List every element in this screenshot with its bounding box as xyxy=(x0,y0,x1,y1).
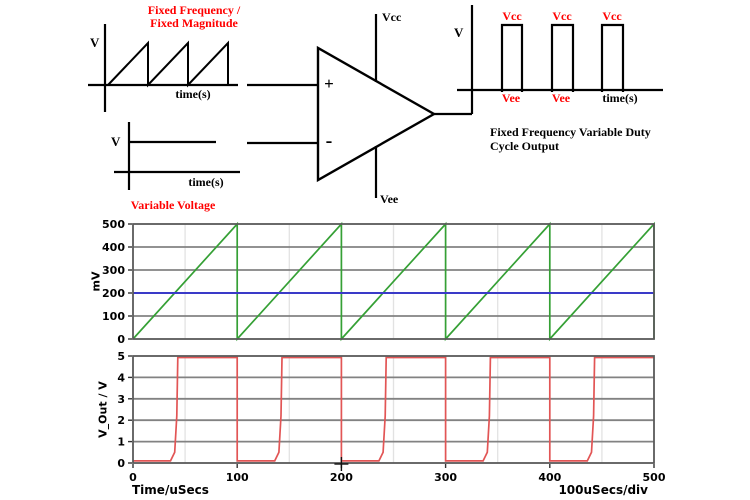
output-caption-line2: Cycle Output xyxy=(490,139,559,153)
y-tick-label: 100 xyxy=(102,310,125,323)
y-tick-label: 500 xyxy=(102,218,125,231)
output-caption-line1: Fixed Frequency Variable Duty xyxy=(490,125,651,139)
opamp-plus-label: + xyxy=(324,74,334,93)
dc-graph-y-label: V xyxy=(111,134,121,149)
y-tick-label: 400 xyxy=(102,241,125,254)
chart2-x-axis-label: Time/uSecs xyxy=(132,483,209,497)
y-tick-label: 3 xyxy=(117,393,125,406)
chart2-y-axis-label: V_Out / V xyxy=(96,381,110,438)
y-tick-label: 200 xyxy=(102,287,125,300)
simulation-charts: 0 100 200 300 400 500 0 1 2 3 4 5 0 100 200 300 400 500 xyxy=(102,218,666,484)
output-graph-y-label: V xyxy=(454,25,464,40)
sawtooth-waveform xyxy=(107,40,229,88)
output-vcc-label-1: Vcc xyxy=(502,9,522,23)
output-pulse-3 xyxy=(600,23,625,92)
opamp-vcc-label: Vcc xyxy=(382,10,402,24)
x-tick-label: 100 xyxy=(226,471,249,484)
x-tick-label: 400 xyxy=(538,471,561,484)
sawtooth-graph-x-label: time(s) xyxy=(175,87,211,101)
y-tick-label: 5 xyxy=(117,350,125,363)
y-tick-label: 300 xyxy=(102,264,125,277)
y-tick-label: 0 xyxy=(117,457,125,470)
output-pulse-2 xyxy=(550,23,575,92)
output-vee-label-2: Vee xyxy=(551,91,571,105)
output-vee-label-1: Vee xyxy=(501,91,521,105)
x-tick-label: 300 xyxy=(434,471,457,484)
y-tick-label: 2 xyxy=(117,414,125,427)
output-pulse-1 xyxy=(500,23,524,92)
chart2-x-scale-label: 100uSecs/div xyxy=(558,483,648,497)
dc-graph-caption: Variable Voltage xyxy=(130,198,216,212)
y-tick-label: 4 xyxy=(117,371,125,384)
x-tick-label: 200 xyxy=(330,471,353,484)
plot-border xyxy=(132,355,655,464)
x-tick-label: 500 xyxy=(643,471,666,484)
sawtooth-graph-title-line2: Fixed Magnitude xyxy=(150,16,238,30)
output-graph-x-label: time(s) xyxy=(602,91,638,105)
y-tick-label: 0 xyxy=(117,333,125,346)
series-V_Out xyxy=(133,356,654,462)
sawtooth-graph-y-label: V xyxy=(90,35,100,50)
y-tick-label: 1 xyxy=(117,436,125,449)
opamp-vee-label: Vee xyxy=(380,192,399,206)
chart1-y-axis-label: mV xyxy=(89,271,103,292)
output-vcc-label-3: Vcc xyxy=(602,9,622,23)
plot-border xyxy=(132,223,655,340)
x-tick-label: 0 xyxy=(129,471,137,484)
sawtooth-graph-title-line1: Fixed Frequency / xyxy=(147,3,241,17)
sawtooth-graph-title: Fixed Frequency / Fixed Magnitude xyxy=(138,4,250,30)
dc-graph-x-label: time(s) xyxy=(188,175,224,189)
output-vcc-label-2: Vcc xyxy=(552,9,572,23)
opamp-minus-label: - xyxy=(325,130,333,152)
